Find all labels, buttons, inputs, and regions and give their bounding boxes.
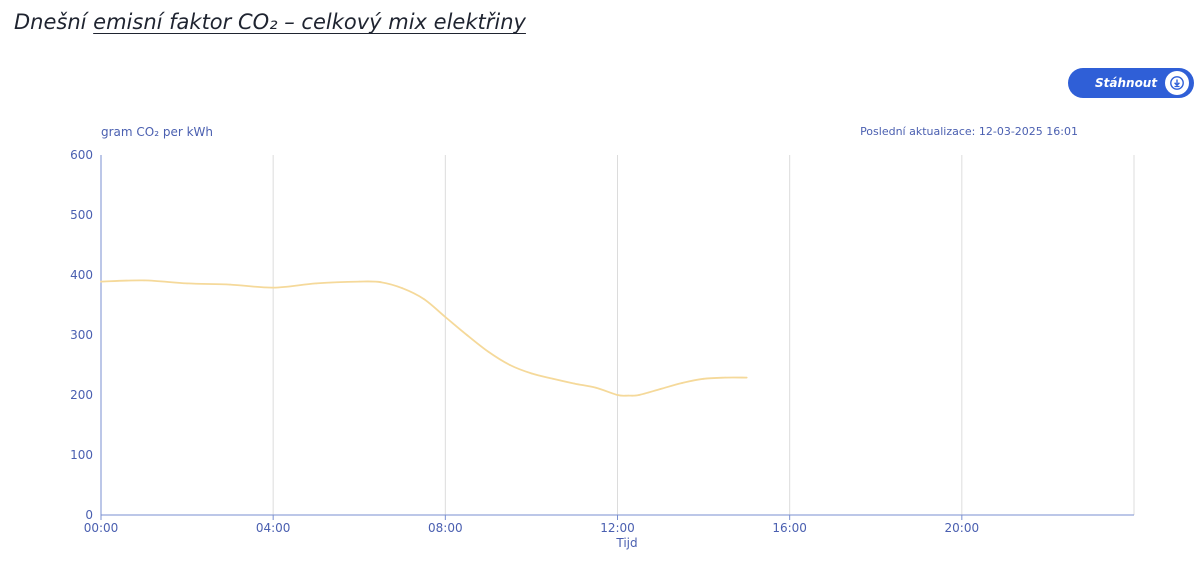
- data-point: [272, 286, 275, 289]
- data-point: [358, 280, 361, 283]
- data-point: [681, 382, 683, 384]
- data-point: [616, 394, 619, 396]
- x-tick-label: 00:00: [84, 521, 119, 535]
- series-layer: [100, 279, 748, 397]
- page-title-underlined: emisní faktor CO₂ – celkový mix elektřin…: [93, 10, 526, 34]
- y-axis-label: gram CO₂ per kWh: [101, 125, 213, 139]
- y-tick-label: 600: [70, 148, 93, 162]
- x-tick-label: 08:00: [428, 521, 463, 535]
- page-title: Dnešní emisní faktor CO₂ – celkový mix e…: [14, 10, 526, 34]
- y-tick-label: 400: [70, 268, 93, 282]
- y-ticks: 0 100 200 300 400 500 600: [70, 148, 93, 522]
- y-tick-label: 300: [70, 328, 93, 342]
- y-tick-label: 100: [70, 448, 93, 462]
- y-tick-label: 500: [70, 208, 93, 222]
- data-point: [143, 279, 145, 282]
- data-point: [401, 287, 404, 290]
- vertical-gridlines: [272, 155, 1135, 515]
- series-line-0: [100, 279, 747, 397]
- data-point: [487, 350, 490, 353]
- y-tick-label: 200: [70, 388, 93, 402]
- last-updated: Poslední aktualizace: 12-03-2025 16:01: [860, 125, 1078, 138]
- data-point: [379, 281, 382, 284]
- data-point: [422, 298, 425, 300]
- x-ticks: 00:00 04:00 08:00 12:00 16:00 20:00: [84, 515, 979, 535]
- download-icon: [1165, 71, 1189, 95]
- data-point: [573, 382, 576, 385]
- data-point: [465, 334, 468, 336]
- x-tick-label: 04:00: [256, 521, 291, 535]
- data-point: [724, 376, 727, 379]
- y-tick-label: 0: [85, 508, 93, 522]
- data-point: [659, 388, 662, 390]
- data-point: [444, 316, 447, 318]
- x-tick-label: 12:00: [600, 521, 635, 535]
- download-button[interactable]: Stáhnout: [1068, 68, 1194, 98]
- data-point: [530, 372, 533, 375]
- data-point: [186, 282, 188, 285]
- page-title-prefix: Dnešní: [14, 10, 94, 34]
- data-point: [229, 283, 232, 286]
- data-point: [508, 364, 511, 366]
- download-button-label: Stáhnout: [1095, 76, 1158, 90]
- data-point: [595, 386, 597, 389]
- data-point: [315, 282, 318, 285]
- x-axis-label: Tijd: [615, 536, 637, 550]
- data-point: [638, 394, 640, 396]
- data-point: [745, 376, 748, 379]
- data-point: [100, 280, 102, 283]
- data-point: [627, 394, 630, 397]
- data-point: [702, 377, 705, 380]
- x-tick-label: 20:00: [945, 521, 980, 535]
- data-point: [552, 377, 554, 380]
- x-tick-label: 16:00: [772, 521, 807, 535]
